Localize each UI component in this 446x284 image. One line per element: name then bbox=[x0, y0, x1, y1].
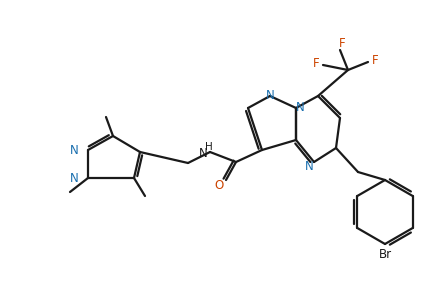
Text: F: F bbox=[313, 57, 319, 70]
Text: N: N bbox=[198, 147, 207, 160]
Text: N: N bbox=[70, 172, 79, 185]
Text: N: N bbox=[296, 101, 304, 114]
Text: H: H bbox=[205, 142, 213, 152]
Text: N: N bbox=[305, 160, 314, 172]
Text: O: O bbox=[215, 179, 223, 191]
Text: F: F bbox=[372, 53, 378, 66]
Text: N: N bbox=[70, 143, 79, 156]
Text: Br: Br bbox=[379, 247, 392, 260]
Text: N: N bbox=[266, 89, 274, 101]
Text: F: F bbox=[339, 37, 345, 49]
